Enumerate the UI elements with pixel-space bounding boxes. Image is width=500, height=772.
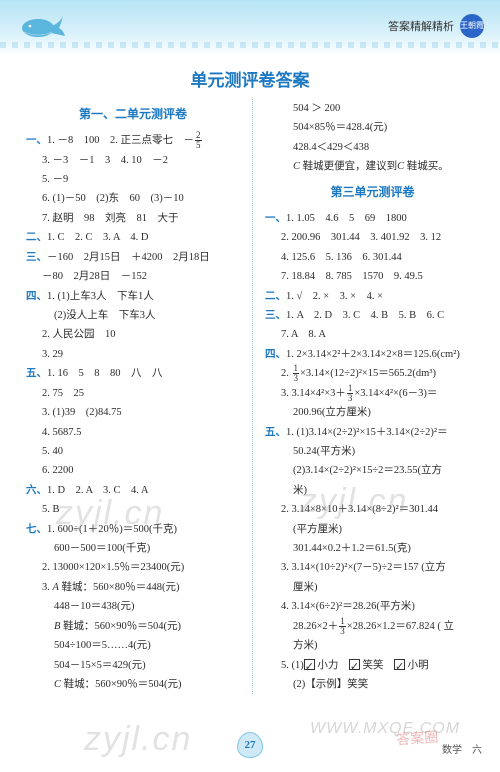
ans-line: 四、1. (1)上车3人 下车1人 (26, 287, 240, 306)
page-number: 27 (237, 732, 263, 758)
ans-line: 2. 200.96 301.44 3. 401.92 3. 12 (265, 228, 480, 247)
ans-line: 二、1. C 2. C 3. A 4. D (26, 228, 240, 247)
ans-line: C 鞋城：560×90％＝504(元) (26, 675, 240, 694)
ans-line: 三、－160 2月15日 ＋4200 2月18日 (26, 248, 240, 267)
ans-line: 28.26×2＋13×28.26×1.2＝67.824 ( 立 (265, 617, 480, 636)
content-columns: 第一、二单元测评卷 一、1. －8 100 2. 正三点零七 －25 3. －3… (0, 99, 500, 694)
ans-line: 4. 125.6 5. 136 6. 301.44 (265, 248, 480, 267)
ans-line: 2. 13×3.14×(12÷2)²×15＝565.2(dm³) (265, 364, 480, 383)
ans-line: 2. 人民公园 10 (26, 325, 240, 344)
ans-line: 一、1. 1.05 4.6 5 69 1800 (265, 209, 480, 228)
ans-line: 448－10＝438(元) (26, 597, 240, 616)
header-right-text: 答案精解精析 (388, 18, 454, 34)
ans-line: (2)3.14×(2÷2)²×15÷2＝23.55(立方 (265, 461, 480, 480)
ans-line: 504 ＞ 200 (265, 99, 480, 118)
ans-line: 厘米) (265, 578, 480, 597)
watermark: zyjl.cn (84, 720, 192, 759)
ans-line: 七、1. 600÷(1＋20％)＝500(千克) (26, 520, 240, 539)
ans-line: 5. B (26, 500, 240, 519)
whale-icon (18, 6, 66, 42)
ans-line: 六、1. D 2. A 3. C 4. A (26, 481, 240, 500)
left-column: 第一、二单元测评卷 一、1. －8 100 2. 正三点零七 －25 3. －3… (26, 99, 253, 694)
section-1-2-title: 第一、二单元测评卷 (26, 103, 240, 125)
ans-line: 504÷100＝5……4(元) (26, 636, 240, 655)
ans-line: C 鞋城更便宜，建议到C 鞋城买。 (265, 157, 480, 176)
right-column: 504 ＞ 200 504×85％＝428.4(元) 428.4＜429＜438… (253, 99, 480, 694)
ans-line: 600－500＝100(千克) (26, 539, 240, 558)
checkbox-icon (304, 659, 315, 670)
ans-line: (平方厘米) (265, 520, 480, 539)
brand-badge: 王朝霞 (460, 14, 484, 38)
ans-line: 504－15×5＝429(元) (26, 656, 240, 675)
ans-line: 五、1. (1)3.14×(2÷2)²×15＋3.14×(2÷2)²＝ (265, 423, 480, 442)
ans-line: 7. 18.84 8. 785 1570 9. 49.5 (265, 267, 480, 286)
ans-line: 428.4＜429＜438 (265, 138, 480, 157)
ans-line: B 鞋城：560×90％＝504(元) (26, 617, 240, 636)
ans-line: 7. A 8. A (265, 325, 480, 344)
ans-line: 6. 2200 (26, 461, 240, 480)
wave-divider (0, 42, 500, 48)
ans-line: 2. 75 25 (26, 384, 240, 403)
ans-line: 3. A 鞋城：560×80％＝448(元) (26, 578, 240, 597)
page-title: 单元测评卷答案 (0, 66, 500, 91)
ans-line: 4. 5687.5 (26, 423, 240, 442)
ans-line: 3. 3.14×(10÷2)²×(7－5)÷2＝157 (立方 (265, 558, 480, 577)
ans-line: 2. 3.14×8×10＋3.14×(8÷2)²＝301.44 (265, 500, 480, 519)
ans-line: 50.24(平方米) (265, 442, 480, 461)
ans-line: 2. 13000×120×1.5％＝23400(元) (26, 558, 240, 577)
checkbox-icon (349, 659, 360, 670)
ans-line: 3. －3 －1 3 4. 10 －2 (26, 151, 240, 170)
ans-line: 6. (1)－50 (2)东 60 (3)－10 (26, 189, 240, 208)
ans-line: (2)【示例】笑笑 (265, 675, 480, 694)
ans-line: 200.96(立方厘米) (265, 403, 480, 422)
section-3-title: 第三单元测评卷 (265, 181, 480, 203)
ans-line: 5. 40 (26, 442, 240, 461)
ans-line: 4. 3.14×(6÷2)²＝28.26(平方米) (265, 597, 480, 616)
ans-line: (2)没人上车 下车3人 (26, 306, 240, 325)
header-right: 答案精解精析 王朝霞 (388, 14, 484, 38)
ans-line: 7. 赵明 98 刘亮 81 大于 (26, 209, 240, 228)
ans-line: 五、1. 16 5 8 80 八 八 (26, 364, 240, 383)
footer-right: 数学 六 (442, 741, 482, 756)
ans-line: 504×85％＝428.4(元) (265, 118, 480, 137)
ans-line: 米) (265, 481, 480, 500)
ans-line: 3. 29 (26, 345, 240, 364)
header-banner: 答案精解精析 王朝霞 (0, 0, 500, 56)
ans-line: 5. －9 (26, 170, 240, 189)
ans-line: －80 2月28日 －152 (26, 267, 240, 286)
ans-line: 方米) (265, 636, 480, 655)
watermark: WWW.MXQE.COM (310, 720, 460, 738)
checkbox-icon (394, 659, 405, 670)
ans-line: 三、1. A 2. D 3. C 4. B 5. B 6. C (265, 306, 480, 325)
ans-line: 一、1. －8 100 2. 正三点零七 －25 (26, 131, 240, 150)
ans-line: 3. 3.14×4²×3＋13×3.14×4²×(6－3)＝ (265, 384, 480, 403)
ans-line: 5. (1) 小力 笑笑 小明 (265, 656, 480, 675)
ans-line: 二、1. √ 2. × 3. × 4. × (265, 287, 480, 306)
ans-line: 3. (1)39 (2)84.75 (26, 403, 240, 422)
ans-line: 四、1. 2×3.14×2²＋2×3.14×2×8＝125.6(cm²) (265, 345, 480, 364)
ans-line: 301.44×0.2＋1.2＝61.5(克) (265, 539, 480, 558)
